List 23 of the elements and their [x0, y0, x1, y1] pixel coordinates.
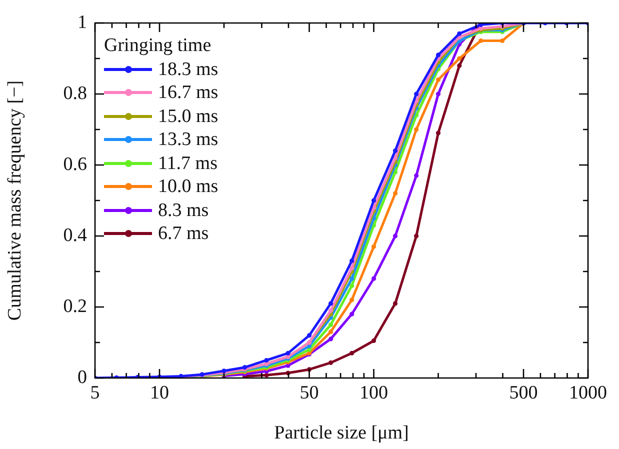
x-tick-label: 500	[509, 382, 538, 404]
x-axis-title: Particle size [μm]	[274, 422, 409, 444]
x-tick-label: 1000	[569, 382, 607, 404]
legend-label: 8.3 ms	[158, 198, 209, 222]
y-tick-label: 0.8	[63, 82, 87, 104]
y-tick-label: 1	[78, 12, 87, 33]
legend-label: 13.3 ms	[158, 128, 218, 152]
y-tick-label: 0.2	[63, 296, 87, 317]
legend-label: 11.7 ms	[158, 152, 218, 175]
legend-label: 15.0 ms	[158, 104, 218, 128]
legend-label: 10.0 ms	[158, 175, 218, 198]
legend-label: 18.3 ms	[158, 58, 218, 81]
y-tick-label: 0.4	[63, 224, 88, 246]
y-axis-title: Cumulative mass frequency [−]	[4, 80, 26, 321]
x-tick-label: 50	[300, 382, 319, 404]
y-tick-label: 0	[78, 366, 87, 388]
x-tick-label: 10	[150, 382, 169, 404]
y-tick-label: 0.6	[63, 154, 87, 175]
legend-title: Gringing time	[104, 34, 212, 58]
legend-label: 6.7 ms	[158, 222, 209, 246]
legend-label: 16.7 ms	[158, 81, 218, 104]
x-tick-label: 5	[90, 382, 100, 404]
x-tick-label: 100	[360, 382, 388, 404]
